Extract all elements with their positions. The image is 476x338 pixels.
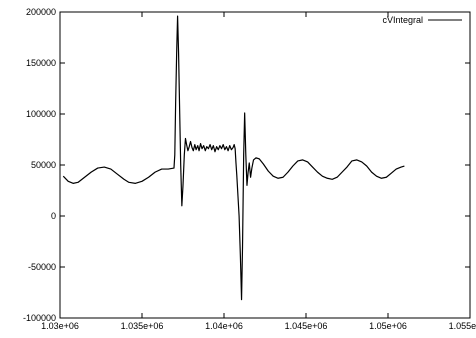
x-tick-label: 1.05e+06	[369, 321, 407, 331]
y-tick-label: 200000	[26, 7, 56, 17]
series-group	[62, 15, 405, 301]
y-tick-label: 50000	[31, 160, 56, 170]
y-tick-label: 150000	[26, 58, 56, 68]
y-tick-label: 100000	[26, 109, 56, 119]
y-tick-label: -50000	[28, 262, 56, 272]
x-tick-label: 1.04e+06	[205, 321, 243, 331]
legend: cVIntegral	[382, 15, 462, 25]
x-tick-label: 1.045e+06	[285, 321, 328, 331]
y-tick-label: 0	[51, 211, 56, 221]
series-line-cVIntegral	[62, 15, 405, 301]
plot-frame	[59, 11, 471, 319]
axis-ticks	[59, 11, 471, 319]
x-tick-label: 1.035e+06	[121, 321, 164, 331]
x-axis-tick-labels: 1.03e+06 1.035e+06 1.04e+06 1.045e+06 1.05e+…	[41, 321, 476, 331]
legend-label: cVIntegral	[382, 15, 423, 25]
y-tick-label: -100000	[23, 313, 56, 323]
x-tick-label: 1.03e+06	[41, 321, 79, 331]
x-tick-label: 1.055e+06	[449, 321, 476, 331]
y-axis-tick-labels: 200000 150000 100000 50000 0 -50000 -100000	[23, 7, 56, 323]
